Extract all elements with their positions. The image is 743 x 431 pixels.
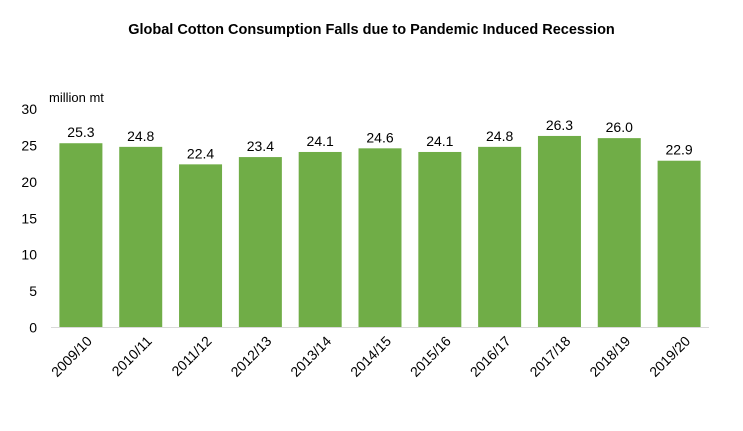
y-tick-label: 15 [21, 210, 37, 226]
x-tick-label: 2019/20 [646, 333, 693, 380]
y-axis-unit-label: million mt [49, 90, 104, 105]
data-label: 24.8 [486, 128, 513, 144]
data-label: 25.3 [67, 124, 94, 140]
bar [119, 146, 163, 328]
chart-title: Global Cotton Consumption Falls due to P… [128, 22, 615, 38]
bar [238, 157, 282, 328]
data-label: 26.0 [606, 119, 633, 135]
x-tick-label: 2018/19 [586, 333, 633, 380]
bar [657, 160, 701, 328]
y-tick-label: 5 [29, 283, 37, 299]
data-label: 23.4 [247, 138, 274, 154]
bars: 25.3 24.8 22.4 23.4 24.1 24.6 24.1 24.8 26.3 26.0… [59, 117, 701, 328]
data-label: 24.1 [426, 133, 453, 149]
bar [59, 143, 103, 328]
data-label: 22.4 [187, 145, 214, 161]
y-axis: 0 5 10 15 20 25 30 million mt [21, 90, 104, 336]
x-axis: 2009/10 2010/11 2011/12 2012/13 2013/14 2014/… [48, 327, 709, 380]
bar [298, 151, 342, 328]
data-label: 24.8 [127, 128, 154, 144]
x-tick-label: 2016/17 [467, 333, 514, 380]
y-tick-label: 0 [29, 320, 37, 336]
y-tick-label: 20 [21, 174, 37, 190]
x-tick-label: 2011/12 [168, 333, 215, 380]
bar [478, 146, 522, 328]
bar [597, 138, 641, 328]
bar [358, 148, 402, 328]
x-tick-label: 2017/18 [526, 333, 573, 380]
x-tick-label: 2010/11 [108, 333, 155, 380]
y-tick-label: 10 [21, 247, 37, 263]
x-tick-label: 2012/13 [227, 333, 274, 380]
y-tick-label: 25 [21, 137, 37, 153]
bar [537, 135, 581, 328]
bar [179, 164, 223, 328]
y-tick-label: 30 [21, 101, 37, 117]
x-tick-label: 2014/15 [347, 333, 394, 380]
x-tick-label: 2015/16 [407, 333, 454, 380]
data-label: 24.6 [366, 129, 393, 145]
data-label: 22.9 [665, 142, 692, 158]
x-tick-label: 2013/14 [287, 333, 334, 380]
bar [418, 151, 462, 328]
data-label: 24.1 [307, 133, 334, 149]
x-tick-label: 2009/10 [48, 333, 95, 380]
data-label: 26.3 [546, 117, 573, 133]
